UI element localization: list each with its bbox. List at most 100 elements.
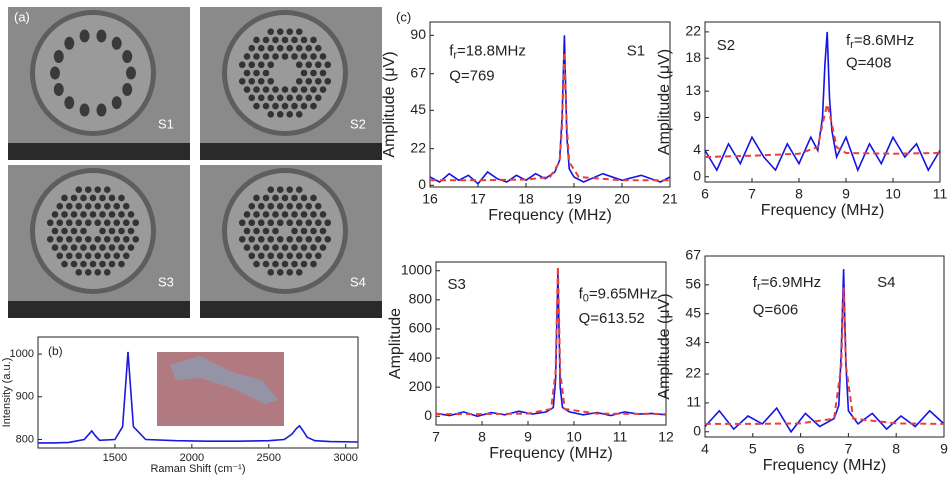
hole	[238, 235, 246, 243]
hole	[56, 202, 64, 210]
hole	[314, 94, 322, 102]
y-tick-label: 90	[410, 26, 426, 42]
x-tick-label: 17	[470, 190, 486, 206]
hole	[314, 61, 322, 69]
annotation: fr=8.6MHz	[846, 32, 914, 51]
y-axis-label: Amplitude (μV)	[656, 293, 673, 399]
y-tick-label: 0	[693, 422, 701, 438]
hole	[108, 227, 116, 235]
hole	[248, 219, 256, 227]
x-tick-label: 16	[422, 190, 438, 206]
hole	[281, 260, 289, 268]
hole	[65, 252, 73, 260]
hole	[291, 211, 298, 218]
membrane	[35, 15, 151, 131]
y-tick-label: 45	[685, 304, 701, 320]
annotation: f0=9.65MHz	[579, 286, 658, 305]
hole	[61, 227, 68, 235]
annotation-subscript: 0	[583, 293, 589, 305]
hole	[80, 227, 87, 235]
hole	[61, 260, 68, 268]
hole	[310, 244, 317, 251]
hole	[272, 36, 279, 44]
hole	[108, 260, 116, 268]
hole	[295, 269, 303, 276]
hole	[314, 44, 322, 52]
hole	[319, 244, 327, 251]
hole	[276, 202, 284, 210]
hole	[295, 94, 303, 102]
hole	[56, 252, 64, 260]
hole	[53, 82, 64, 96]
hole	[243, 211, 251, 218]
hole	[132, 219, 140, 227]
info-bar	[200, 143, 382, 160]
membrane	[35, 173, 151, 289]
hole	[276, 235, 284, 243]
hole	[295, 44, 303, 52]
hole	[262, 86, 270, 93]
hole	[61, 194, 68, 202]
hole	[262, 244, 270, 251]
annotation: S3	[448, 276, 466, 293]
x-tick-label: 8	[795, 185, 803, 201]
hole	[108, 194, 116, 202]
hole	[281, 86, 289, 93]
sem-label: S2	[350, 116, 366, 131]
hole	[319, 53, 327, 60]
hole	[84, 219, 92, 227]
hole	[310, 53, 317, 60]
hole	[291, 36, 298, 44]
hole	[111, 96, 122, 110]
sem-images	[8, 7, 382, 318]
hole	[310, 227, 317, 235]
annotation: Q=408	[846, 55, 891, 72]
hole	[300, 102, 308, 110]
x-tick-label: 4	[701, 440, 709, 456]
hole	[291, 86, 298, 93]
x-axis-label: Frequency (MHz)	[488, 207, 612, 224]
sem-label: S1	[158, 116, 174, 131]
hole	[84, 202, 92, 210]
hole	[253, 102, 260, 110]
hole	[305, 44, 313, 52]
hole	[267, 111, 275, 118]
hole	[51, 211, 59, 218]
y-tick-label: 13	[685, 82, 701, 98]
hole	[248, 94, 256, 102]
y-axis-label: Amplitude (μV)	[656, 49, 673, 155]
hole	[103, 219, 111, 227]
x-tick-label: 6	[701, 185, 709, 201]
hole	[262, 260, 270, 268]
hole	[89, 194, 97, 202]
hole	[267, 186, 275, 193]
hole	[276, 269, 284, 276]
hole	[118, 244, 125, 251]
hole	[84, 269, 92, 276]
y-tick-label: 0	[418, 176, 426, 192]
hole	[94, 219, 102, 227]
hole	[286, 44, 294, 52]
hole	[272, 102, 279, 110]
y-tick-label: 67	[685, 247, 701, 263]
hole	[262, 36, 270, 44]
x-tick-label: 18	[518, 190, 534, 206]
hole	[300, 227, 308, 235]
hole	[248, 235, 256, 243]
x-tick-label: 19	[566, 190, 582, 206]
x-tick-label: 7	[845, 440, 853, 456]
hole	[319, 227, 327, 235]
data-line	[436, 266, 667, 416]
hole	[89, 260, 97, 268]
hole	[305, 235, 313, 243]
hole	[80, 194, 87, 202]
hole	[272, 260, 279, 268]
hole	[127, 227, 135, 235]
hole	[262, 69, 270, 77]
hole	[53, 50, 64, 64]
y-tick-label: 1000	[401, 261, 432, 277]
x-tick-label: 12	[658, 428, 674, 444]
hole	[267, 61, 275, 69]
plot-frame	[429, 21, 671, 188]
